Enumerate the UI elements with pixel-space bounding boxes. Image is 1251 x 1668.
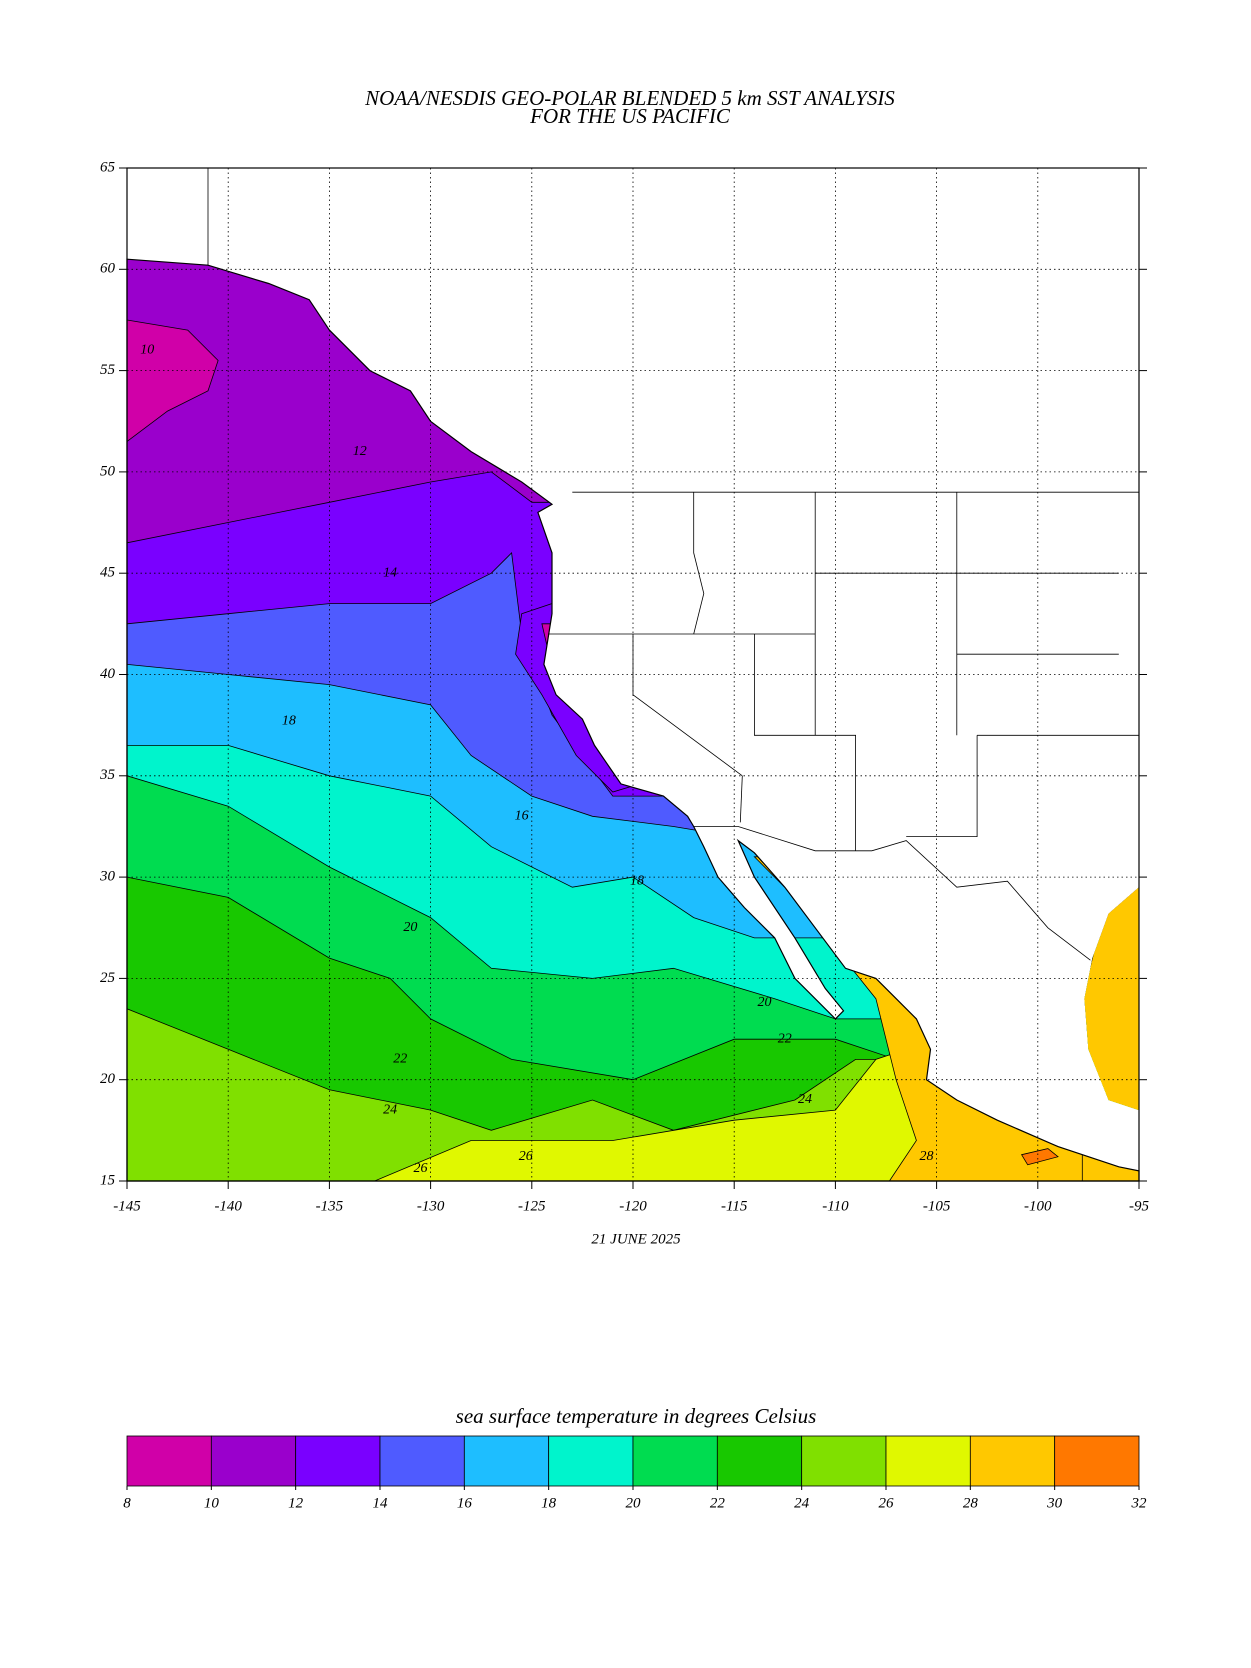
lat-tick-label: 20 <box>100 1071 116 1087</box>
map-frame <box>126 167 1140 1182</box>
colorbar-tick-label: 10 <box>204 1495 220 1511</box>
border <box>693 826 1091 961</box>
sst-patch <box>127 319 219 443</box>
lon-tick-label: -110 <box>822 1198 849 1214</box>
lat-tick-label: 55 <box>100 362 116 378</box>
title: NOAA/NESDIS GEO-POLAR BLENDED 5 km SST A… <box>364 86 895 110</box>
contour-label: 26 <box>519 1149 533 1164</box>
contour-label: 24 <box>798 1092 812 1107</box>
colorbar-swatch <box>463 1435 550 1487</box>
colorbar-swatch <box>126 1435 212 1487</box>
colorbar-tick-label: 28 <box>963 1495 979 1511</box>
contour-label: 20 <box>758 995 772 1010</box>
contour-label: 20 <box>403 920 417 935</box>
lat-tick-label: 50 <box>100 463 116 479</box>
lat-tick-label: 60 <box>100 261 116 277</box>
lon-tick-label: -115 <box>721 1198 748 1214</box>
colorbar-swatch <box>885 1435 971 1487</box>
subtitle: FOR THE US PACIFIC <box>529 104 731 128</box>
lon-tick-label: -145 <box>113 1198 141 1214</box>
sst-patch <box>1020 1148 1059 1166</box>
colorbar-swatch <box>716 1435 803 1487</box>
colorbar-swatch <box>379 1435 465 1487</box>
colorbar-swatch <box>632 1435 718 1487</box>
lon-tick-label: -140 <box>214 1198 242 1214</box>
border <box>906 735 978 837</box>
lat-tick-label: 65 <box>100 159 116 175</box>
colorbar-tick-label: 26 <box>879 1495 895 1511</box>
contour-label: 22 <box>393 1052 407 1067</box>
colorbar-tick-label: 32 <box>1131 1495 1148 1511</box>
colorbar-swatch <box>969 1435 1056 1487</box>
lat-tick-label: 35 <box>99 767 116 783</box>
contour-label: 16 <box>515 809 529 824</box>
colorbar-tick-label: 20 <box>626 1495 642 1511</box>
colorbar-tick-label: 16 <box>457 1495 473 1511</box>
contour-label: 12 <box>353 444 367 459</box>
colorbar-tick-label: 18 <box>541 1495 557 1511</box>
border <box>754 634 856 851</box>
lon-tick-label: -105 <box>923 1198 951 1214</box>
lon-tick-label: -120 <box>619 1198 647 1214</box>
lon-tick-label: -130 <box>417 1198 445 1214</box>
colorbar-tick-label: 24 <box>794 1495 810 1511</box>
contour-label: 22 <box>778 1031 792 1046</box>
colorbar-label: sea surface temperature in degrees Celsi… <box>456 1404 817 1428</box>
contour-label: 24 <box>383 1102 397 1117</box>
date: 21 JUNE 2025 <box>591 1231 681 1247</box>
lat-tick-label: 25 <box>100 970 116 986</box>
colorbar-tick-label: 22 <box>710 1495 726 1511</box>
lon-tick-label: -135 <box>316 1198 344 1214</box>
colorbar-swatch <box>1054 1435 1140 1487</box>
colorbar-tick-label: 30 <box>1046 1495 1063 1511</box>
lon-tick-label: -100 <box>1024 1198 1052 1214</box>
border <box>739 775 743 823</box>
sst-band <box>127 775 1139 1181</box>
lon-tick-label: -125 <box>518 1198 546 1214</box>
lat-tick-label: 45 <box>100 565 116 581</box>
colorbar-swatch <box>801 1435 887 1487</box>
contour-label: 18 <box>630 873 644 888</box>
contour-label: 18 <box>282 713 296 728</box>
colorbar-swatch <box>295 1435 381 1487</box>
lon-tick-label: -95 <box>1129 1198 1149 1214</box>
colorbar-swatch <box>548 1435 634 1487</box>
contour-label: 26 <box>413 1161 427 1176</box>
contour-label: 14 <box>383 565 397 580</box>
lat-tick-label: 15 <box>100 1172 116 1188</box>
colorbar-swatch <box>210 1435 297 1487</box>
colorbar-tick-label: 14 <box>373 1495 389 1511</box>
contour-label: 10 <box>140 343 154 358</box>
lat-tick-label: 30 <box>99 869 116 885</box>
lat-tick-label: 40 <box>100 666 116 682</box>
contour-label: 28 <box>919 1149 933 1164</box>
colorbar-tick-label: 12 <box>288 1495 304 1511</box>
colorbar-tick-label: 8 <box>123 1495 131 1511</box>
